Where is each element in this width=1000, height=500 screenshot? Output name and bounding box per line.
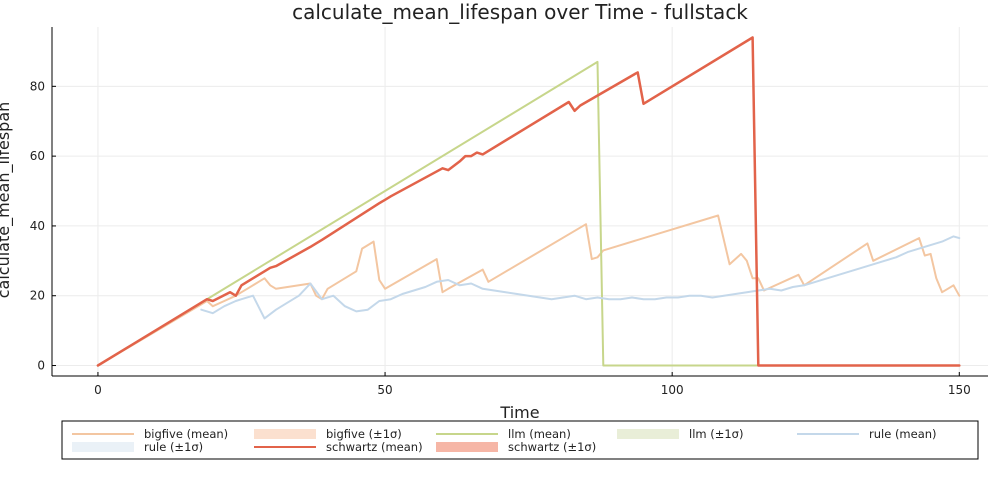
x-tick-labels: 0 50 100 150	[94, 372, 971, 397]
y-axis-title: calculate_mean_lifespan	[0, 102, 14, 299]
y-tick-label: 20	[30, 289, 45, 303]
y-tick-label: 60	[30, 149, 45, 163]
legend-label: bigfive (mean)	[144, 427, 228, 441]
x-tick-label: 50	[377, 383, 392, 397]
x-tick-label: 150	[948, 383, 971, 397]
legend-swatch-band	[254, 429, 316, 439]
series-line-schwartz-mean	[96, 36, 961, 367]
y-tick-label: 40	[30, 219, 45, 233]
x-axis-title: Time	[499, 403, 539, 422]
legend-label: bigfive (±1σ)	[326, 427, 402, 441]
legend-label: llm (mean)	[508, 427, 571, 441]
series-line-bigfive-mean	[96, 214, 961, 367]
x-tick-label: 0	[94, 383, 102, 397]
legend-box	[61, 420, 979, 460]
series-line-rule-mean	[200, 235, 961, 320]
legend-label: llm (±1σ)	[689, 427, 743, 441]
legend-label: rule (mean)	[869, 427, 937, 441]
x-tick-label: 100	[661, 383, 684, 397]
legend-swatch-band	[436, 442, 498, 452]
legend: bigfive (mean) bigfive (±1σ) llm (mean) llm…	[61, 420, 979, 460]
legend-label: schwartz (±1σ)	[508, 440, 596, 454]
y-tick-labels: 0 20 40 60 80	[30, 79, 56, 373]
y-tick-label: 80	[30, 79, 45, 93]
legend-swatch-band	[72, 442, 134, 452]
legend-items: bigfive (mean) bigfive (±1σ) llm (mean) llm…	[72, 427, 937, 454]
legend-swatch-band	[617, 429, 679, 439]
series-layer	[96, 36, 961, 367]
legend-label: rule (±1σ)	[144, 440, 203, 454]
chart-title: calculate_mean_lifespan over Time - full…	[292, 0, 748, 24]
axes	[51, 27, 988, 377]
legend-label: schwartz (mean)	[326, 440, 423, 454]
y-tick-label: 0	[37, 359, 45, 373]
